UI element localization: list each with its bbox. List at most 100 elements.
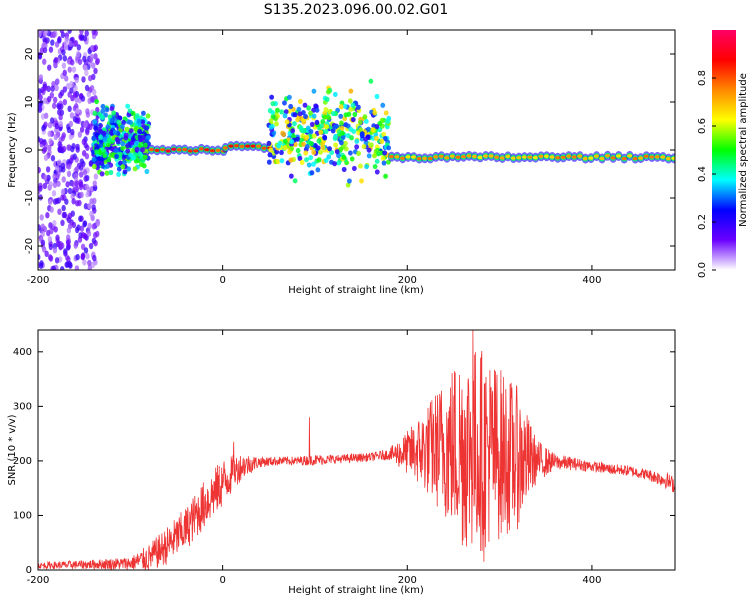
heatmap-cell xyxy=(50,39,55,46)
heatmap-cell xyxy=(100,114,105,121)
heatmap-cell xyxy=(56,109,62,116)
heatmap-cell xyxy=(143,142,148,148)
heatmap-cell xyxy=(270,110,276,116)
heatmap-cell xyxy=(154,148,160,152)
heatmap-cell xyxy=(361,143,367,150)
heatmap-cell xyxy=(269,94,275,100)
heatmap-cell xyxy=(124,126,130,132)
heatmap-cell xyxy=(266,140,272,147)
heatmap-cell xyxy=(399,156,406,160)
heatmap-cell xyxy=(382,150,388,156)
heatmap-cell xyxy=(338,113,344,119)
heatmap-cell xyxy=(303,150,309,156)
heatmap-cell xyxy=(80,243,86,251)
heatmap-cell xyxy=(140,158,146,164)
heatmap-cell xyxy=(276,143,282,149)
heatmap-cell xyxy=(43,154,49,161)
heatmap-cell xyxy=(582,156,589,161)
heatmap-cell xyxy=(282,100,287,106)
heatmap-cell xyxy=(98,128,103,134)
heatmap-cell xyxy=(357,119,363,125)
heatmap-cell xyxy=(638,156,644,160)
x-tick-label: 200 xyxy=(398,575,417,586)
colorbar-tick-label: 0.6 xyxy=(697,118,708,134)
heatmap-cell xyxy=(52,219,57,227)
heatmap-cell xyxy=(53,133,59,141)
y-tick-label: 20 xyxy=(24,48,35,61)
heatmap-cell xyxy=(350,116,356,123)
heatmap-cell xyxy=(116,119,122,125)
heatmap-cell xyxy=(305,125,311,131)
heatmap-feature-scatter xyxy=(91,98,152,177)
heatmap-cell xyxy=(91,62,96,69)
snr-y-label: SNR (10 * v/v) xyxy=(7,414,18,485)
heatmap-cell xyxy=(142,154,148,160)
heatmap-cell xyxy=(109,117,115,124)
heatmap-cell xyxy=(304,157,309,163)
heatmap-cell xyxy=(88,242,94,250)
heatmap-cell xyxy=(109,106,115,112)
heatmap-cell xyxy=(54,257,60,264)
heatmap-cell xyxy=(334,149,340,155)
heatmap-cell xyxy=(380,102,386,108)
heatmap-cell xyxy=(77,58,83,65)
heatmap-cell xyxy=(61,49,66,56)
heatmap-cell xyxy=(41,125,46,132)
heatmap-cell xyxy=(72,153,77,160)
heatmap-cell xyxy=(97,111,102,117)
heatmap-cell xyxy=(76,44,82,51)
heatmap-cell xyxy=(255,144,262,148)
heatmap-cell xyxy=(122,169,128,175)
heatmap-cell xyxy=(354,144,360,150)
heatmap-cell xyxy=(114,153,119,160)
heatmap-cell xyxy=(82,55,87,63)
heatmap-cell xyxy=(532,156,539,160)
heatmap-cell xyxy=(351,128,357,134)
heatmap-cell xyxy=(67,105,72,113)
heatmap-cell xyxy=(42,97,48,104)
heatmap-cell xyxy=(332,135,338,142)
heatmap-cell xyxy=(92,197,97,205)
heatmap-cell xyxy=(301,141,306,147)
heatmap-cell xyxy=(332,161,338,167)
spectrogram-y-label: Frequency (Hz) xyxy=(7,112,18,188)
heatmap-cell xyxy=(309,121,315,127)
heatmap-cell xyxy=(93,125,98,131)
heatmap-cell xyxy=(316,138,322,144)
heatmap-cell xyxy=(39,214,44,221)
heatmap-cell xyxy=(38,253,41,261)
heatmap-cell xyxy=(374,135,379,141)
heatmap-cell xyxy=(134,140,139,146)
heatmap-cell xyxy=(51,102,57,109)
heatmap-cell xyxy=(53,56,59,64)
heatmap-cell xyxy=(571,155,578,159)
heatmap-cell xyxy=(93,53,98,60)
heatmap-cell xyxy=(289,145,295,152)
heatmap-cell xyxy=(427,156,434,161)
heatmap-cell xyxy=(275,158,281,165)
heatmap-cell xyxy=(60,188,66,195)
heatmap-cell xyxy=(47,130,52,138)
heatmap-cell xyxy=(433,155,439,159)
heatmap-cell xyxy=(604,154,611,158)
heatmap-cell xyxy=(654,155,661,159)
heatmap-cell xyxy=(59,30,65,34)
heatmap-cell xyxy=(182,147,188,152)
heatmap-cell xyxy=(383,173,388,179)
heatmap-cell xyxy=(91,135,97,142)
heatmap-cell xyxy=(499,156,506,160)
heatmap-cell xyxy=(68,40,73,48)
heatmap-cell xyxy=(116,171,121,177)
heatmap-cell xyxy=(104,107,110,113)
heatmap-cell xyxy=(649,155,655,159)
heatmap-cell xyxy=(411,155,417,159)
heatmap-cell xyxy=(69,157,74,164)
heatmap-cell xyxy=(65,181,70,188)
heatmap-cell xyxy=(67,163,72,170)
heatmap-cell xyxy=(42,46,48,54)
heatmap-cell xyxy=(83,247,89,254)
heatmap-cell xyxy=(78,232,83,239)
heatmap-cell xyxy=(338,146,344,152)
heatmap-cell xyxy=(38,166,41,174)
heatmap-cell xyxy=(91,73,96,81)
